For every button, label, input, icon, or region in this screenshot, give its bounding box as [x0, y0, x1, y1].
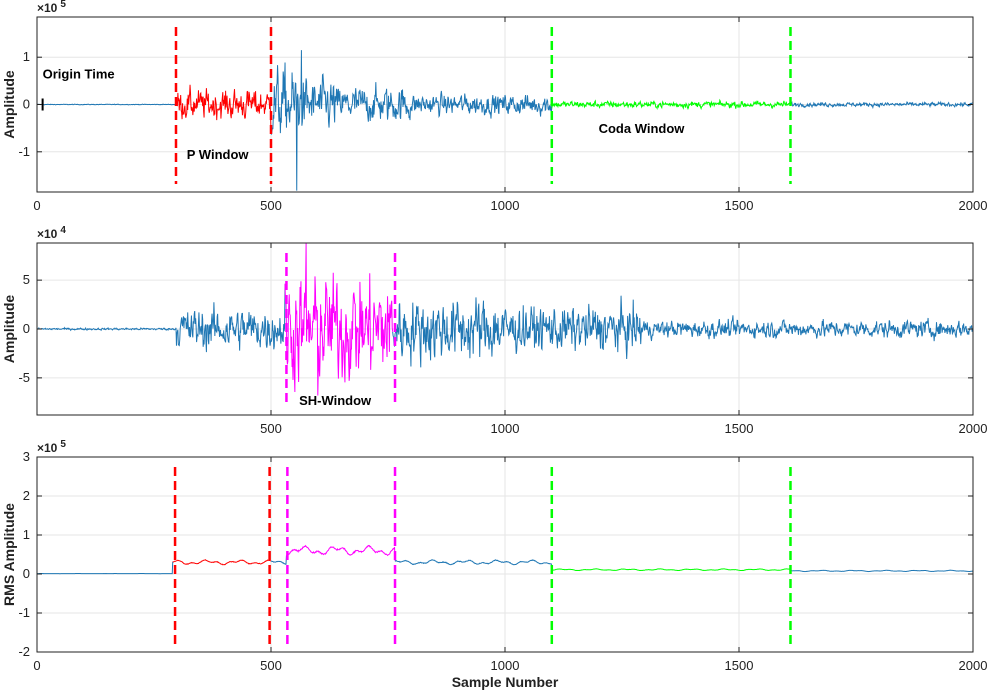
y-tick-label: -1	[18, 605, 30, 620]
annotation-label: SH-Window	[299, 393, 372, 408]
trace-segment-4	[394, 559, 553, 571]
trace-segment-6	[790, 569, 973, 573]
y-tick-label: 0	[23, 321, 30, 336]
y-tick-label: -1	[18, 144, 30, 159]
y-tick-label: -5	[18, 370, 30, 385]
panel-rms: 0 500 1000 1500 2000 -2 -1 0 1 2 3 ×10 5 RMS Amplitud…	[1, 439, 987, 690]
trace-segment-0	[37, 561, 174, 575]
annotation-label: Origin Time	[43, 66, 115, 81]
x-tick-label: 0	[33, 198, 40, 213]
x-tick-label: 500	[260, 198, 282, 213]
y-tick-label: 0	[23, 566, 30, 581]
trace-segment-2	[270, 555, 287, 565]
y-tick-label: 5	[23, 272, 30, 287]
x-tick-label: 1500	[725, 198, 754, 213]
annotation-label: P Window	[187, 147, 250, 162]
exponent-base: ×10	[37, 1, 58, 15]
x-tick-label: 1000	[491, 421, 520, 436]
trace-segment-1	[284, 243, 394, 396]
y-tick-label: 3	[23, 449, 30, 464]
x-tick-label: 1000	[491, 658, 520, 673]
y-axis-label: RMS Amplitude	[1, 503, 17, 606]
exponent-power: 5	[60, 439, 66, 450]
exponent-label: ×10 5	[37, 0, 66, 15]
x-tick-label: 1500	[725, 421, 754, 436]
y-tick-label: -2	[18, 644, 30, 659]
exponent-base: ×10	[37, 227, 58, 241]
y-tick-label: 1	[23, 527, 30, 542]
x-tick-label: 0	[33, 658, 40, 673]
trace-segment-1	[172, 559, 272, 566]
x-tick-label: 500	[260, 658, 282, 673]
trace-segment-1	[176, 84, 272, 132]
trace-segment-2	[392, 295, 973, 368]
annotation-label: Coda Window	[599, 121, 686, 136]
y-axis-label: Amplitude	[1, 295, 17, 364]
y-axis-label: Amplitude	[1, 70, 17, 139]
exponent-power: 4	[60, 225, 66, 236]
trace-segment-3	[286, 544, 396, 561]
x-tick-label: 500	[260, 421, 282, 436]
exponent-label: ×10 4	[37, 225, 66, 241]
trace-segment-0	[37, 103, 178, 107]
exponent-base: ×10	[37, 441, 58, 455]
trace-segment-2	[270, 50, 553, 191]
exponent-power: 5	[60, 0, 66, 10]
x-axis-label: Sample Number	[452, 674, 559, 690]
trace-segment-4	[790, 100, 973, 110]
x-tick-label: 2000	[959, 198, 988, 213]
trace-segment-3	[551, 98, 791, 111]
x-tick-label: 2000	[959, 658, 988, 673]
y-tick-label: 1	[23, 49, 30, 64]
trace-segment-5	[551, 568, 791, 572]
y-tick-label: 2	[23, 488, 30, 503]
x-tick-label: 1500	[725, 658, 754, 673]
x-tick-label: 2000	[959, 421, 988, 436]
exponent-label: ×10 5	[37, 439, 66, 455]
x-tick-label: 1000	[491, 198, 520, 213]
trace-segment-0	[37, 283, 286, 353]
y-tick-label: 0	[23, 97, 30, 112]
panel-sh: SH-Window 500 1000 1500 2000 -5 0 5 ×10 4 Amplitud…	[1, 225, 987, 436]
